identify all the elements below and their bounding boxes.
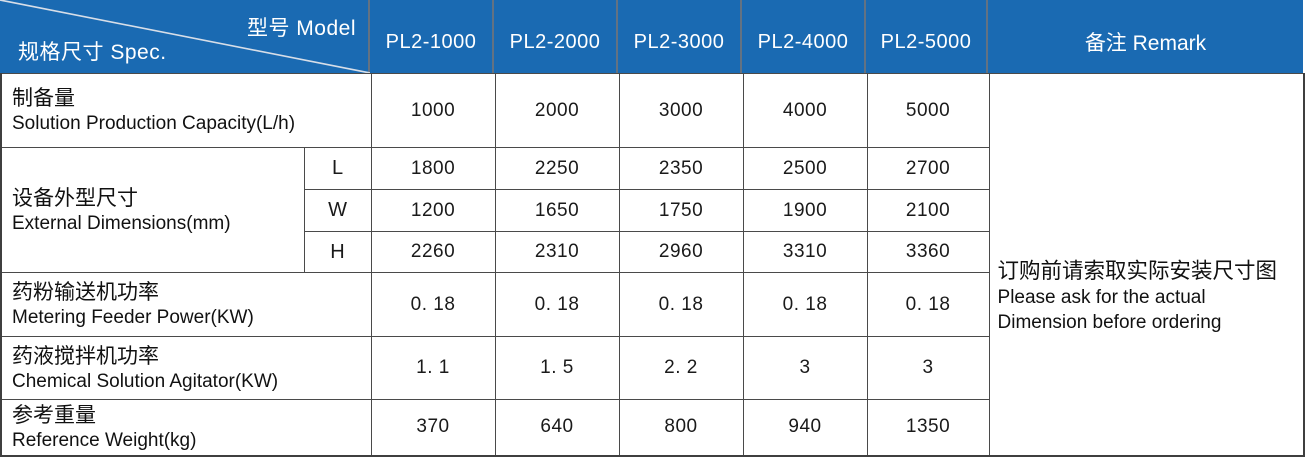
remark-note-en-line1: Please ask for the actual bbox=[997, 286, 1206, 308]
value-cell: 0. 18 bbox=[370, 272, 496, 337]
value-cell: 3310 bbox=[742, 231, 868, 273]
value-cell: 2500 bbox=[742, 147, 868, 190]
row-label-zh: 药液搅拌机功率 bbox=[12, 344, 159, 368]
header-model-pl2-3000: PL2-3000 bbox=[618, 0, 742, 73]
row-label-en: Metering Feeder Power(KW) bbox=[12, 307, 254, 328]
value-cell: 3 bbox=[866, 336, 990, 400]
row-label-cell: 药粉输送机功率 Metering Feeder Power(KW) bbox=[0, 272, 372, 337]
value-cell: 800 bbox=[618, 399, 744, 456]
value-cell: 940 bbox=[742, 399, 868, 456]
row-dimension-L: 设备外型尺寸 External Dimensions(mm) L 1800 22… bbox=[0, 147, 1304, 273]
value-cell: 2250 bbox=[494, 147, 620, 190]
dimension-key-cell: H bbox=[303, 231, 372, 273]
value-cell: 2960 bbox=[618, 231, 744, 273]
value-cell: 3000 bbox=[618, 73, 744, 148]
value-cell: 2310 bbox=[494, 231, 620, 273]
row-label-zh: 参考重量 bbox=[12, 403, 96, 427]
row-label-en: Chemical Solution Agitator(KW) bbox=[12, 370, 279, 392]
row-reference-weight: 参考重量 Reference Weight(kg) 370 640 800 94… bbox=[0, 399, 1304, 456]
header-model-pl2-5000: PL2-5000 bbox=[866, 0, 988, 73]
dimension-key-cell: W bbox=[303, 189, 372, 232]
value-cell: 1. 5 bbox=[494, 336, 620, 400]
row-feeder-power: 药粉输送机功率 Metering Feeder Power(KW) 0. 18 … bbox=[0, 272, 1304, 337]
row-label-cell: 参考重量 Reference Weight(kg) bbox=[0, 399, 372, 456]
row-label-en: Solution Production Capacity(L/h) bbox=[12, 113, 296, 134]
table-header-row: 型号 Model 规格尺寸 Spec. PL2-1000 PL2-2000 PL… bbox=[0, 0, 1305, 73]
row-label-en: Reference Weight(kg) bbox=[12, 429, 197, 451]
row-label-en: External Dimensions(mm) bbox=[12, 212, 231, 234]
value-cell: 1650 bbox=[494, 189, 620, 232]
remark-note-cell: 订购前请索取实际安装尺寸图 Please ask for the actual … bbox=[988, 73, 1305, 456]
value-cell: 2350 bbox=[618, 147, 744, 190]
value-cell: 2100 bbox=[866, 189, 990, 232]
value-cell: 1350 bbox=[866, 399, 990, 456]
value-cell: 0. 18 bbox=[866, 272, 990, 337]
header-model-pl2-1000: PL2-1000 bbox=[370, 0, 494, 73]
header-spec-label: 规格尺寸 Spec. bbox=[18, 41, 167, 64]
value-cell: 1. 1 bbox=[370, 336, 496, 400]
value-cell: 4000 bbox=[742, 73, 868, 148]
header-corner-cell: 型号 Model 规格尺寸 Spec. bbox=[0, 0, 370, 73]
row-label-cell: 设备外型尺寸 External Dimensions(mm) bbox=[0, 147, 305, 273]
row-dimension-H: H 2260 2310 2960 3310 3360 bbox=[1, 231, 1304, 273]
value-cell: 5000 bbox=[866, 73, 990, 148]
value-cell: 1750 bbox=[618, 189, 744, 232]
diagonal-divider-line bbox=[0, 0, 370, 73]
remark-note-en-line2: Dimension before ordering bbox=[997, 311, 1222, 333]
value-cell: 640 bbox=[494, 399, 620, 456]
header-model-pl2-4000: PL2-4000 bbox=[742, 0, 866, 73]
value-cell: 2000 bbox=[494, 73, 620, 148]
row-dimension-W: W 1200 1650 1750 1900 2100 bbox=[1, 189, 1304, 232]
header-model-label: 型号 Model bbox=[246, 17, 356, 40]
value-cell: 370 bbox=[370, 399, 496, 456]
value-cell: 3360 bbox=[866, 231, 990, 273]
value-cell: 0. 18 bbox=[494, 272, 620, 337]
value-cell: 2700 bbox=[866, 147, 990, 190]
value-cell: 0. 18 bbox=[742, 272, 868, 337]
value-cell: 2. 2 bbox=[618, 336, 744, 400]
dimension-key-cell: L bbox=[303, 147, 372, 190]
value-cell: 1200 bbox=[370, 189, 496, 232]
remark-note-zh: 订购前请索取实际安装尺寸图 bbox=[997, 258, 1278, 283]
value-cell: 0. 18 bbox=[618, 272, 744, 337]
value-cell: 3 bbox=[742, 336, 868, 400]
row-label-zh: 制备量 bbox=[12, 87, 75, 110]
row-label-zh: 设备外型尺寸 bbox=[12, 186, 138, 210]
row-agitator-power: 药液搅拌机功率 Chemical Solution Agitator(KW) 1… bbox=[0, 336, 1304, 400]
header-model-pl2-2000: PL2-2000 bbox=[494, 0, 618, 73]
spec-table-body: 制备量 Solution Production Capacity(L/h) 10… bbox=[0, 73, 1305, 457]
value-cell: 2260 bbox=[370, 231, 496, 273]
row-production-capacity: 制备量 Solution Production Capacity(L/h) 10… bbox=[0, 73, 1305, 456]
row-label-zh: 药粉输送机功率 bbox=[12, 281, 159, 304]
row-label-cell: 药液搅拌机功率 Chemical Solution Agitator(KW) bbox=[0, 336, 372, 400]
value-cell: 1800 bbox=[370, 147, 496, 190]
header-remark-label: 备注 Remark bbox=[988, 0, 1303, 73]
row-label-cell: 制备量 Solution Production Capacity(L/h) bbox=[0, 73, 372, 148]
value-cell: 1900 bbox=[742, 189, 868, 232]
value-cell: 1000 bbox=[370, 73, 496, 148]
